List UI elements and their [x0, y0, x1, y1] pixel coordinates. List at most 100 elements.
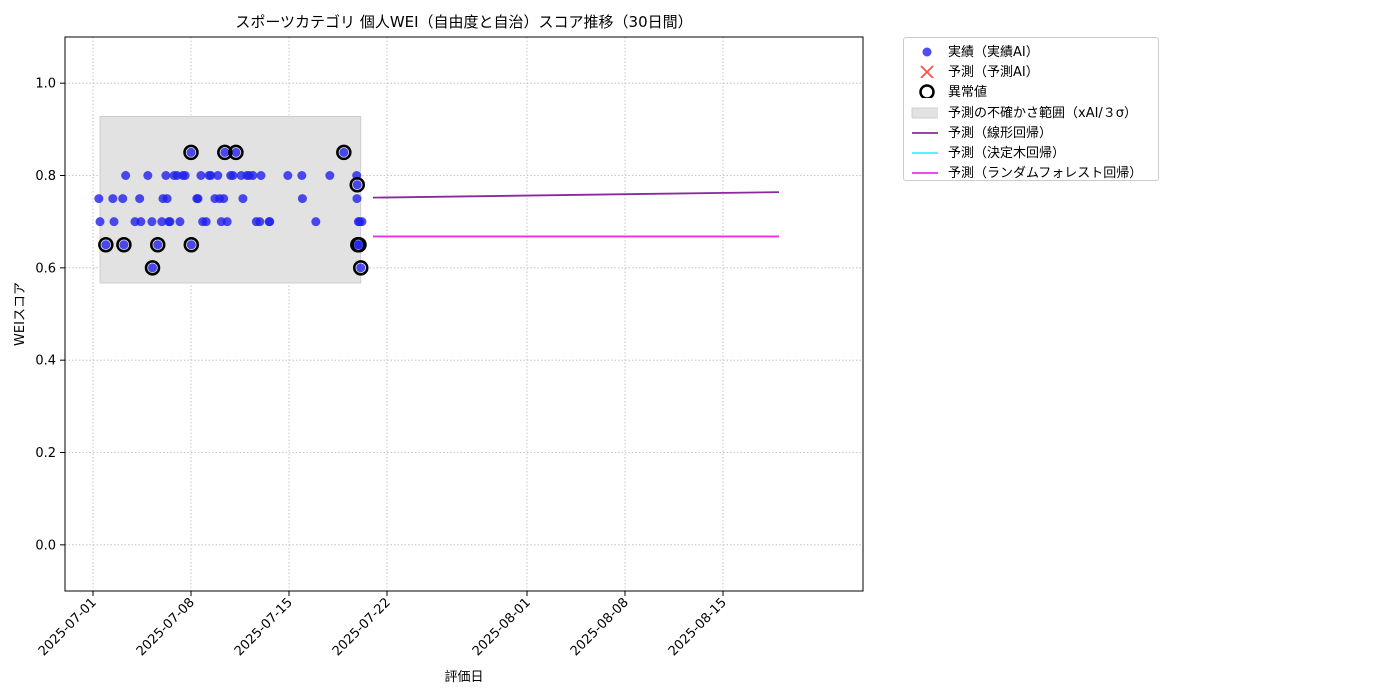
data-point — [94, 194, 104, 204]
data-point — [248, 171, 258, 180]
data-point — [213, 171, 223, 180]
x-axis-label: 評価日 — [444, 670, 483, 685]
legend-item-tree: 予測（決定木回帰） — [904, 141, 1158, 161]
anomaly-marker — [351, 237, 367, 253]
data-point — [356, 263, 366, 273]
data-point — [165, 217, 175, 227]
legend: 実績（実績AI） 予測（予測AI） 異常値 予測の不確かさ範囲（xAI/３σ） … — [903, 37, 1159, 181]
data-point — [180, 171, 190, 180]
data-point — [231, 147, 241, 157]
legend-item-linear: 予測（線形回帰） — [904, 121, 1158, 141]
data-point — [119, 240, 129, 250]
data-point — [175, 217, 185, 227]
anomaly-marker — [150, 237, 166, 253]
x-axis-ticks: 2025-07-01 2025-07-08 2025-07-15 2025-07-22… — [36, 591, 730, 659]
anomaly-marker — [336, 144, 352, 161]
data-point — [265, 217, 275, 227]
data-point — [219, 194, 229, 204]
data-point — [148, 263, 157, 273]
data-point — [352, 180, 362, 190]
legend-label-forest: 予測（ランダムフォレスト回帰） — [948, 166, 1143, 182]
forecast-lines — [372, 191, 780, 238]
data-point — [121, 171, 131, 180]
legend-item-actual: 実績（実績AI） — [904, 40, 1158, 60]
data-point — [186, 240, 196, 250]
data-point — [135, 194, 145, 204]
data-point — [161, 171, 171, 180]
data-points — [94, 147, 367, 273]
data-point — [297, 194, 307, 204]
data-point — [339, 147, 349, 157]
chart-title: スポーツカテゴリ 個人WEI（自由度と自治）スコア推移（30日間） — [235, 13, 692, 31]
data-point — [283, 171, 293, 180]
legend-label-band: 予測の不確かさ範囲（xAI/３σ） — [948, 105, 1138, 121]
forecast-line — [372, 191, 780, 199]
data-point — [186, 147, 196, 157]
data-point — [147, 217, 157, 227]
anomaly-marker — [183, 237, 200, 253]
x-tick-label: 2025-08-01 — [470, 595, 534, 659]
anomaly-marker — [116, 237, 132, 253]
y-tick-label: 0.0 — [35, 538, 56, 553]
legend-marker-predicted — [920, 65, 934, 79]
legend-marker-band — [911, 107, 938, 118]
data-point — [143, 171, 153, 180]
x-tick-label: 2025-07-08 — [134, 595, 198, 659]
legend-item-predicted: 予測（予測AI） — [904, 60, 1158, 80]
y-tick-label: 1.0 — [35, 77, 56, 92]
anomaly-rings — [98, 144, 369, 276]
legend-item-anomaly: 異常値 — [904, 80, 1158, 100]
data-point — [297, 171, 307, 180]
anomaly-marker — [228, 144, 244, 161]
data-point — [352, 194, 362, 204]
data-point — [206, 171, 216, 180]
anomaly-marker — [183, 144, 199, 161]
data-point — [153, 240, 163, 250]
data-point — [118, 194, 128, 204]
data-point — [201, 217, 211, 227]
legend-label-anomaly: 異常値 — [948, 85, 988, 101]
x-tick-label: 2025-07-15 — [232, 595, 296, 659]
legend-label-linear: 予測（線形回帰） — [948, 125, 1053, 141]
data-point — [157, 217, 167, 227]
x-tick-label: 2025-08-08 — [568, 595, 632, 659]
data-point — [228, 171, 238, 180]
y-tick-label: 0.4 — [35, 354, 56, 369]
legend-label-actual: 実績（実績AI） — [948, 45, 1039, 60]
data-point — [109, 217, 119, 227]
data-point — [95, 217, 105, 227]
legend-marker-actual — [922, 47, 932, 57]
y-axis-label: WEIスコア — [13, 282, 28, 346]
data-point — [220, 147, 230, 157]
legend-marker-tree — [912, 152, 938, 154]
data-point — [311, 217, 321, 227]
data-point — [162, 194, 172, 204]
x-tick-label: 2025-07-22 — [330, 595, 394, 659]
data-point — [255, 217, 265, 227]
anomaly-marker — [353, 260, 369, 276]
data-point — [238, 194, 248, 204]
data-point — [222, 217, 232, 227]
legend-item-forest: 予測（ランダムフォレスト回帰） — [904, 161, 1158, 181]
y-tick-label: 0.6 — [35, 261, 56, 276]
y-axis-ticks: 0.0 0.2 0.4 0.6 0.8 1.0 — [35, 77, 65, 553]
anomaly-marker — [98, 237, 114, 253]
x-tick-label: 2025-08-15 — [666, 595, 730, 659]
legend-label-predicted: 予測（予測AI） — [948, 65, 1039, 81]
legend-marker-linear — [912, 131, 938, 134]
legend-marker-forest — [912, 172, 938, 175]
data-point — [354, 240, 364, 250]
legend-label-tree: 予測（決定木回帰） — [948, 145, 1066, 161]
x-tick-label: 2025-07-01 — [36, 595, 100, 659]
anomaly-marker — [349, 176, 365, 193]
data-point — [101, 240, 111, 250]
anomaly-marker — [217, 144, 233, 161]
data-point — [256, 171, 266, 180]
legend-item-band: 予測の不確かさ範囲（xAI/３σ） — [904, 101, 1158, 121]
y-tick-label: 0.8 — [35, 169, 56, 184]
y-tick-label: 0.2 — [35, 446, 56, 461]
data-point — [196, 171, 206, 180]
legend-marker-anomaly — [919, 84, 935, 99]
anomaly-marker — [144, 260, 161, 276]
